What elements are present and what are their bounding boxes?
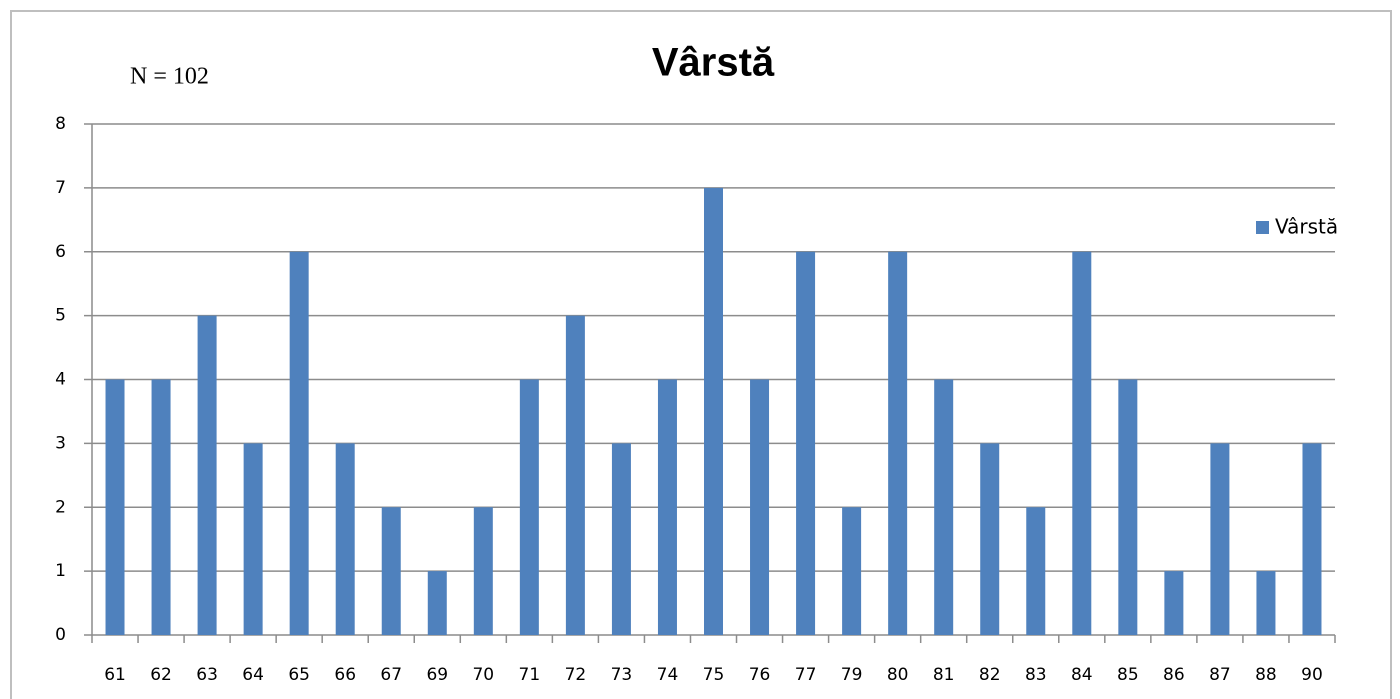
- x-tick-label: 87: [1209, 665, 1231, 685]
- x-tick-label: 79: [841, 665, 863, 685]
- bar: [1302, 443, 1322, 635]
- x-tick-label: 67: [380, 665, 402, 685]
- x-tick-label: 90: [1301, 665, 1323, 685]
- y-tick-label: 7: [55, 178, 66, 198]
- y-tick-label: 0: [55, 625, 66, 645]
- legend-swatch: [1256, 221, 1269, 234]
- y-tick-label: 3: [55, 433, 66, 453]
- bar: [151, 379, 171, 635]
- bar: [381, 507, 401, 635]
- x-tick-label: 63: [196, 665, 218, 685]
- y-tick-label: 1: [55, 561, 66, 581]
- bar: [289, 251, 309, 635]
- bar: [1072, 251, 1092, 635]
- bar: [611, 443, 631, 635]
- chart-title: Vârstă: [652, 41, 775, 85]
- x-tick-label: 61: [104, 665, 126, 685]
- y-tick-label: 4: [55, 370, 66, 390]
- bar: [657, 379, 677, 635]
- bar: [1026, 507, 1046, 635]
- x-tick-label: 69: [426, 665, 448, 685]
- annotation: N = 102: [130, 64, 209, 90]
- bar: [335, 443, 355, 635]
- x-tick-label: 66: [334, 665, 356, 685]
- chart-border: [10, 10, 1392, 699]
- bar: [1118, 379, 1138, 635]
- legend-label: Vârstă: [1275, 215, 1338, 239]
- x-tick-label: 70: [472, 665, 494, 685]
- bar: [243, 443, 263, 635]
- bar: [842, 507, 862, 635]
- bar: [473, 507, 493, 635]
- bar: [1256, 571, 1276, 635]
- x-tick-label: 86: [1163, 665, 1185, 685]
- bar: [519, 379, 539, 635]
- bar: [1210, 443, 1230, 635]
- x-tick-label: 77: [795, 665, 817, 685]
- bar: [704, 187, 723, 635]
- x-tick-label: 72: [565, 665, 587, 685]
- bar: [934, 379, 954, 635]
- bar: [105, 379, 125, 635]
- x-tick-label: 76: [749, 665, 771, 685]
- bar: [565, 315, 585, 635]
- y-tick-label: 5: [55, 306, 66, 326]
- x-tick-label: 71: [519, 665, 541, 685]
- x-tick-label: 64: [242, 665, 264, 685]
- x-tick-label: 85: [1117, 665, 1139, 685]
- bar: [750, 379, 770, 635]
- y-tick-label: 2: [55, 497, 66, 517]
- x-tick-label: 84: [1071, 665, 1093, 685]
- x-tick-label: 74: [657, 665, 679, 685]
- x-tick-label: 88: [1255, 665, 1277, 685]
- x-tick-label: 83: [1025, 665, 1047, 685]
- bar: [888, 251, 908, 635]
- bar: [1164, 571, 1184, 635]
- x-tick-label: 80: [887, 665, 909, 685]
- x-tick-label: 65: [288, 665, 310, 685]
- x-tick-label: 81: [933, 665, 955, 685]
- x-tick-label: 82: [979, 665, 1001, 685]
- bar: [197, 315, 217, 635]
- x-tick-label: 75: [703, 665, 725, 685]
- bar: [980, 443, 1000, 635]
- x-tick-label: 73: [611, 665, 633, 685]
- y-tick-label: 6: [55, 242, 66, 262]
- x-tick-label: 62: [150, 665, 172, 685]
- bar: [796, 251, 816, 635]
- bar: [427, 571, 447, 635]
- y-tick-label: 8: [55, 114, 66, 134]
